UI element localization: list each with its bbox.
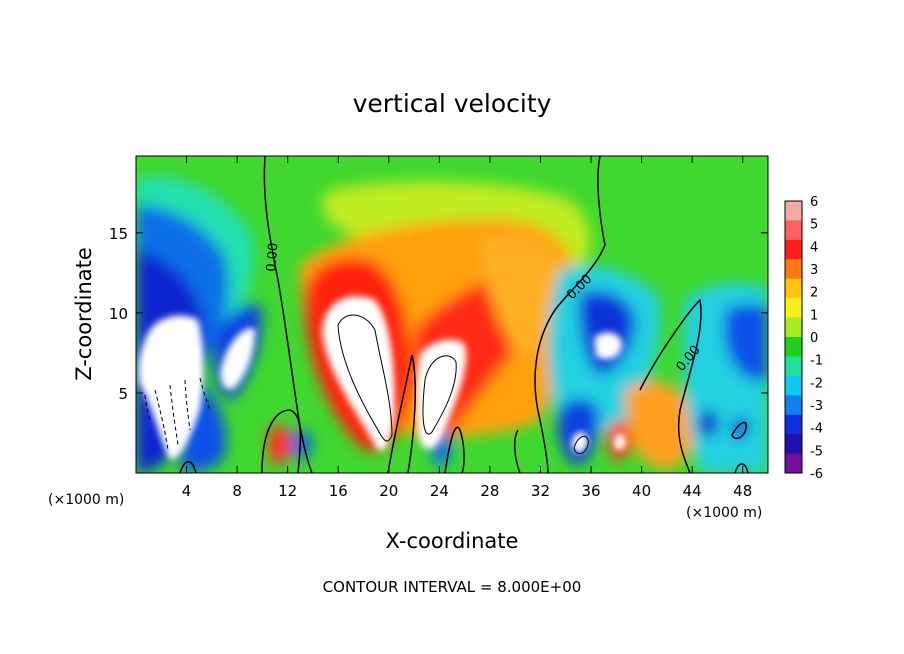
region-x13-blue-spot bbox=[292, 429, 312, 461]
y-tick-label: 10 bbox=[109, 305, 128, 323]
x-tick-label: 20 bbox=[379, 482, 398, 500]
colorbar-tick-label: -5 bbox=[810, 444, 823, 459]
x-tick-label: 28 bbox=[480, 482, 499, 500]
colorbar-tick-label: 5 bbox=[810, 218, 818, 233]
x-axis-ticks: 4 8 12 16 20 24 28 32 36 40 44 48 bbox=[182, 156, 752, 500]
colorbar-frame bbox=[784, 200, 803, 474]
region-x34-white bbox=[572, 431, 588, 453]
y-tick-label: 15 bbox=[109, 225, 128, 243]
zero-contour-x25 bbox=[444, 426, 465, 473]
colorbar-swatch bbox=[785, 220, 802, 241]
region-x7-white bbox=[220, 328, 255, 390]
zero-contour-x5 bbox=[179, 461, 197, 473]
colorbar-tick-label: -6 bbox=[810, 467, 823, 482]
colorbar-swatch bbox=[785, 395, 802, 416]
colorbar-swatch bbox=[785, 239, 802, 260]
colorbar-tick-label: 1 bbox=[810, 308, 818, 323]
x-tick-label: 12 bbox=[278, 482, 297, 500]
contour-label: 0.00 bbox=[264, 242, 281, 272]
region-x38-white bbox=[614, 433, 626, 451]
colorbar-tick-label: 4 bbox=[810, 240, 818, 255]
contour-left-min-2 bbox=[169, 384, 179, 446]
x-axis-label: X-coordinate bbox=[386, 529, 519, 553]
zero-contour-x11-loop bbox=[261, 409, 302, 473]
x-tick-label: 48 bbox=[733, 482, 752, 500]
zero-contour-right bbox=[639, 298, 702, 473]
colorbar-swatch bbox=[785, 201, 802, 221]
colorbar-swatch bbox=[785, 317, 802, 338]
colorbar-tick-label: -1 bbox=[810, 354, 823, 369]
colorbar-swatch bbox=[785, 356, 802, 377]
x-tick-label: 16 bbox=[329, 482, 348, 500]
plot-frame bbox=[135, 155, 769, 474]
contour-lines bbox=[179, 156, 749, 473]
colorbar-tick-label: -4 bbox=[810, 422, 823, 437]
region-x11-red-spot bbox=[268, 425, 292, 464]
colorbar-tick-label: 2 bbox=[810, 286, 818, 301]
zero-contour-x48 bbox=[731, 421, 747, 440]
region-x17-white-updraft bbox=[322, 296, 395, 451]
extreme-contours bbox=[144, 314, 589, 455]
region-x42-orange bbox=[625, 381, 694, 470]
contour-interval-note: CONTOUR INTERVAL = 8.000E+00 bbox=[323, 578, 582, 596]
x-tick-label: 24 bbox=[430, 482, 449, 500]
contour-left-min-5 bbox=[144, 394, 151, 421]
colorbar-swatch bbox=[785, 298, 802, 319]
x-tick-label: 4 bbox=[182, 482, 192, 500]
colorbar-swatch bbox=[785, 337, 802, 357]
contour-left-min-1 bbox=[154, 389, 169, 451]
y-tick-label: 5 bbox=[118, 385, 128, 403]
region-x30-orange bbox=[480, 234, 565, 360]
x-axis-unit-right: (×1000 m) bbox=[686, 505, 762, 521]
colorbar-swatch bbox=[785, 434, 802, 455]
colorbar-tick-label: 0 bbox=[810, 331, 818, 346]
colorbar-swatch bbox=[785, 453, 802, 474]
colorbar-swatch bbox=[785, 414, 802, 435]
colorbar-swatch bbox=[785, 259, 802, 280]
zero-contour-x39 bbox=[513, 429, 521, 473]
contour-x17-max bbox=[337, 314, 393, 442]
region-x36-white bbox=[594, 332, 622, 360]
colorbar-tick-label: 3 bbox=[810, 263, 818, 278]
zero-contour-x44 bbox=[734, 463, 749, 473]
zero-contour-left bbox=[263, 156, 313, 473]
chart-title: vertical velocity bbox=[353, 89, 552, 118]
zero-contour-center bbox=[534, 156, 606, 473]
heatmap-field bbox=[136, 156, 768, 473]
y-axis-label: Z-coordinate bbox=[72, 247, 96, 381]
x-tick-label: 32 bbox=[531, 482, 550, 500]
colorbar-tick-label: 6 bbox=[810, 195, 818, 210]
region-left-white-downdraft bbox=[138, 315, 204, 460]
x-tick-label: 44 bbox=[683, 482, 702, 500]
x-tick-label: 8 bbox=[232, 482, 242, 500]
colorbar-tick-label: -3 bbox=[810, 399, 823, 414]
region-x45-blue-spot bbox=[698, 410, 719, 437]
zero-contour-x21 bbox=[387, 354, 416, 473]
x-axis-unit-left: (×1000 m) bbox=[48, 492, 124, 508]
colorbar: 6 5 4 3 2 1 0 -1 -2 -3 -4 -5 -6 bbox=[784, 195, 823, 482]
contour-x34-min bbox=[573, 435, 589, 455]
contour-x23-max bbox=[422, 355, 457, 435]
contour-left-min-4 bbox=[199, 377, 211, 411]
x-tick-label: 36 bbox=[581, 482, 600, 500]
region-x34-blue-lower bbox=[558, 398, 599, 465]
y-axis-ticks: 5 10 15 bbox=[109, 225, 768, 403]
colorbar-tick-label: -2 bbox=[810, 376, 823, 391]
x-tick-label: 40 bbox=[632, 482, 651, 500]
colorbar-swatch bbox=[785, 375, 802, 396]
colorbar-swatch bbox=[785, 278, 802, 299]
region-far-right-blue bbox=[725, 304, 768, 381]
region-x23-white-updraft bbox=[415, 339, 467, 449]
